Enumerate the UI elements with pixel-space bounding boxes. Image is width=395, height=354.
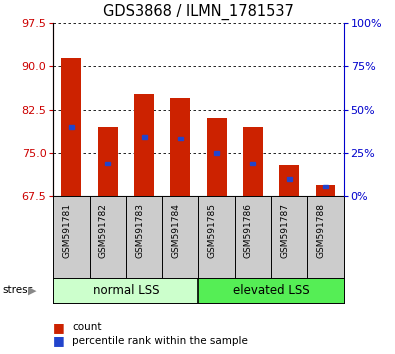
Bar	[250, 162, 256, 165]
Text: ■: ■	[53, 321, 65, 334]
Bar	[207, 118, 227, 196]
Text: ▶: ▶	[28, 285, 37, 295]
Text: GSM591781: GSM591781	[62, 203, 71, 258]
Text: percentile rank within the sample: percentile rank within the sample	[72, 336, 248, 346]
Bar	[323, 185, 328, 188]
Text: count: count	[72, 322, 102, 332]
Bar	[98, 127, 118, 196]
Bar	[316, 185, 335, 196]
Text: GSM591786: GSM591786	[244, 203, 253, 258]
Bar	[53, 278, 199, 303]
Bar	[170, 98, 190, 196]
Text: GSM591784: GSM591784	[171, 203, 181, 258]
Bar	[134, 94, 154, 196]
Bar	[214, 152, 219, 155]
Text: GSM591788: GSM591788	[316, 203, 325, 258]
Bar	[279, 165, 299, 196]
Text: GSM591782: GSM591782	[99, 203, 108, 258]
Text: ■: ■	[53, 334, 65, 347]
Bar	[69, 125, 74, 129]
Bar	[199, 278, 344, 303]
Text: elevated LSS: elevated LSS	[233, 284, 309, 297]
Text: GSM591785: GSM591785	[208, 203, 216, 258]
Bar	[287, 177, 292, 181]
Bar	[243, 127, 263, 196]
Bar	[178, 137, 183, 141]
Bar	[62, 58, 81, 196]
Text: GSM591787: GSM591787	[280, 203, 289, 258]
Bar	[141, 135, 147, 139]
Text: normal LSS: normal LSS	[93, 284, 159, 297]
Text: GSM591783: GSM591783	[135, 203, 144, 258]
Title: GDS3868 / ILMN_1781537: GDS3868 / ILMN_1781537	[103, 4, 294, 20]
Text: stress: stress	[2, 285, 33, 295]
Bar	[105, 162, 110, 165]
